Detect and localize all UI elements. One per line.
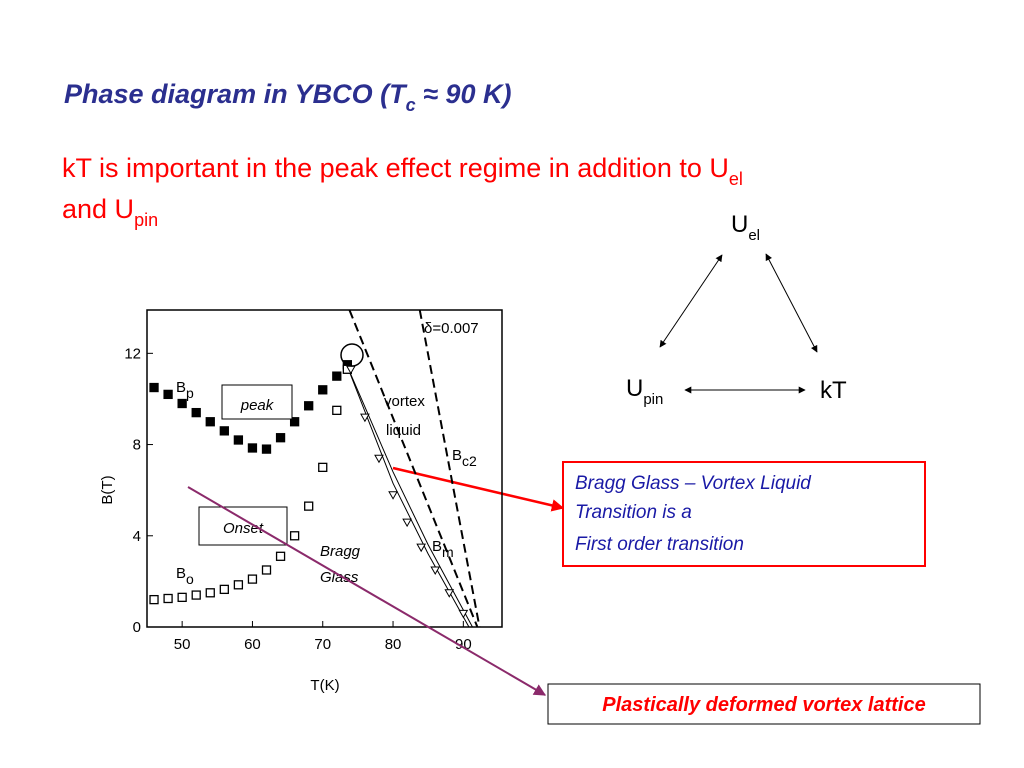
callout-arrow — [392, 466, 565, 512]
y-tick-label: 12 — [124, 345, 141, 362]
x-tick-label: 60 — [244, 636, 261, 653]
point — [318, 462, 328, 473]
x-tick-label: 70 — [314, 636, 331, 653]
point — [332, 405, 342, 415]
peak-circle — [340, 343, 364, 367]
point — [374, 454, 384, 464]
point — [416, 543, 427, 553]
callout-text: Bragg Glass – Vortex Liquid — [575, 473, 812, 494]
y-tick-label: 0 — [133, 619, 141, 636]
label: U — [626, 375, 643, 402]
y-axis-label: B(T) — [99, 475, 116, 504]
subtitle-sub: el — [729, 169, 743, 189]
point — [388, 491, 398, 500]
subtitle: and Upin — [62, 194, 158, 230]
curve — [418, 309, 481, 628]
x-tick-label: 80 — [385, 636, 402, 653]
subtitle-text: and U — [62, 194, 134, 224]
label-box — [221, 384, 293, 420]
arrow — [659, 254, 723, 348]
point — [402, 518, 412, 528]
point — [332, 371, 342, 381]
point — [289, 531, 300, 541]
point — [247, 443, 258, 453]
plastic-arrow — [187, 486, 547, 696]
subtitle-sub: pin — [134, 210, 158, 230]
point — [275, 433, 286, 443]
curve — [348, 309, 479, 628]
point — [275, 551, 286, 561]
point — [191, 407, 201, 418]
point — [219, 426, 229, 436]
label-box — [198, 506, 288, 546]
label: U — [731, 211, 748, 238]
point — [430, 566, 441, 575]
title: Phase diagram in YBCO (Tc ≈ 90 K) — [64, 79, 511, 115]
triangle-top: Uel — [731, 211, 760, 244]
point — [304, 401, 314, 411]
point — [163, 389, 173, 400]
figure-label: liquid — [386, 422, 421, 439]
figure-label: Bp — [176, 379, 194, 401]
title-text: ≈ 90 K) — [416, 79, 512, 109]
label-sub: o — [186, 571, 194, 587]
arrow — [765, 253, 818, 353]
callout-box — [562, 461, 926, 567]
figure-label: Bo — [176, 565, 194, 587]
point — [205, 417, 215, 427]
figure-label: Bragg — [320, 543, 361, 560]
point — [247, 574, 258, 584]
point — [233, 580, 244, 590]
triangle-right: kT — [820, 377, 847, 404]
label-sub: c2 — [462, 453, 477, 469]
x-axis-label: T(K) — [310, 677, 339, 694]
subtitle-text: kT is important in the peak effect regim… — [62, 153, 729, 183]
point — [191, 590, 201, 600]
y-tick-label: 8 — [133, 437, 141, 454]
figure-label: vortex — [384, 393, 425, 410]
point — [261, 444, 272, 454]
figure: 50 60 70 80 9004812T(K)B(T)δ=0.007vortexliqu… — [99, 309, 503, 694]
point — [304, 501, 314, 511]
point — [444, 589, 455, 598]
x-tick-label: 50 — [174, 636, 191, 653]
point — [177, 398, 187, 409]
point — [458, 609, 469, 619]
point — [149, 594, 159, 605]
point — [149, 382, 159, 393]
callout-text: Transition is a — [575, 502, 692, 523]
figure-label: Bc2 — [452, 447, 477, 469]
point — [163, 593, 173, 604]
triangle-left: Upin — [626, 375, 663, 408]
plot-frame — [146, 309, 503, 628]
bottom-box — [547, 683, 981, 725]
point — [261, 565, 272, 575]
point — [289, 417, 300, 427]
point — [360, 413, 370, 423]
curve — [346, 364, 473, 628]
point — [233, 435, 244, 445]
label-sub: p — [186, 385, 194, 401]
label-sub: el — [748, 227, 760, 244]
figure-label: peak — [240, 397, 275, 414]
label-sub: m — [442, 544, 454, 560]
point — [177, 592, 187, 603]
figure-label: Bm — [432, 538, 454, 560]
bottom-text: Plastically deformed vortex lattice — [602, 694, 925, 716]
title-text: Phase diagram in YBCO (T — [64, 79, 408, 109]
label: B — [176, 379, 186, 396]
figure-label: δ=0.007 — [424, 320, 479, 337]
label-sub: pin — [643, 391, 663, 408]
label: B — [432, 538, 442, 555]
label: B — [452, 447, 462, 464]
y-tick-label: 4 — [133, 528, 141, 545]
callout-text: First order transition — [575, 534, 744, 555]
point — [219, 584, 229, 595]
title-sub: c — [406, 95, 416, 115]
point — [318, 385, 328, 395]
point — [205, 588, 215, 598]
subtitle: kT is important in the peak effect regim… — [62, 153, 743, 189]
label: B — [176, 565, 186, 582]
